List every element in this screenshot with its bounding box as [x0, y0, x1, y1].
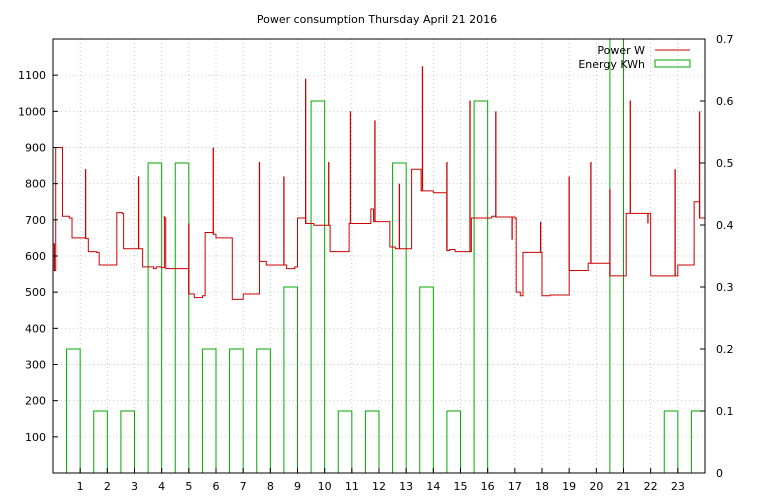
- energy-bar: [690, 410, 706, 474]
- x-tick-label: 18: [535, 480, 549, 493]
- y2-tick-label: 0.2: [716, 343, 734, 356]
- energy-bar: [663, 410, 679, 474]
- power-line-path: [53, 147, 705, 300]
- x-tick-label: 14: [426, 480, 440, 493]
- grid: [53, 39, 705, 473]
- energy-bar: [120, 410, 135, 474]
- energy-bar: [66, 348, 81, 474]
- power-line: [53, 66, 705, 300]
- x-tick-label: 16: [481, 480, 495, 493]
- x-tick-label: 5: [185, 480, 192, 493]
- y2-tick-label: 0.4: [716, 219, 734, 232]
- x-tick-label: 22: [644, 480, 658, 493]
- x-tick-label: 10: [318, 480, 332, 493]
- energy-bar: [446, 410, 461, 474]
- y-tick-label: 1000: [18, 105, 46, 118]
- legend-label-energy: Energy KWh: [578, 58, 645, 71]
- y-tick-label: 800: [25, 178, 46, 191]
- x-tick-label: 7: [240, 480, 247, 493]
- energy-bar: [256, 348, 271, 474]
- y-tick-label: 500: [25, 286, 46, 299]
- legend-label-power: Power W: [597, 44, 645, 57]
- energy-bar: [310, 100, 326, 474]
- axis-ticks: 100 200 300 400 500 600 700 800 900 1000 1100 0 0.1 0…: [18, 33, 734, 493]
- y-tick-label: 1100: [18, 69, 46, 82]
- energy-bar: [147, 162, 163, 474]
- x-tick-label: 1: [77, 480, 84, 493]
- y2-tick-label: 0.5: [716, 157, 734, 170]
- x-tick-label: 12: [372, 480, 386, 493]
- x-tick-label: 13: [399, 480, 413, 493]
- y2-tick-label: 0.6: [716, 95, 734, 108]
- y-tick-label: 300: [25, 359, 46, 372]
- y2-tick-label: 0.1: [716, 405, 734, 418]
- y-tick-label: 100: [25, 431, 46, 444]
- legend-swatch-energy: [654, 59, 691, 68]
- energy-bar: [174, 162, 190, 474]
- x-tick-label: 11: [345, 480, 359, 493]
- x-tick-label: 8: [267, 480, 274, 493]
- x-tick-label: 6: [213, 480, 220, 493]
- x-tick-label: 2: [104, 480, 111, 493]
- x-tick-label: 9: [294, 480, 301, 493]
- legend: Power W Energy KWh: [578, 44, 691, 71]
- energy-bar: [473, 100, 489, 474]
- x-tick-label: 21: [617, 480, 631, 493]
- x-tick-label: 19: [562, 480, 576, 493]
- energy-bar: [364, 410, 380, 474]
- x-tick-label: 20: [589, 480, 603, 493]
- x-tick-label: 4: [158, 480, 165, 493]
- y-tick-label: 600: [25, 250, 46, 263]
- energy-bar: [93, 410, 108, 474]
- chart-title: Power consumption Thursday April 21 2016: [257, 13, 497, 26]
- x-tick-label: 23: [671, 480, 685, 493]
- y-tick-label: 400: [25, 322, 46, 335]
- x-tick-label: 3: [131, 480, 138, 493]
- x-tick-label: 15: [454, 480, 468, 493]
- energy-bar: [337, 410, 353, 474]
- y2-tick-label: 0: [716, 467, 723, 480]
- y2-tick-label: 0.7: [716, 33, 734, 46]
- energy-bar: [283, 286, 298, 474]
- y-tick-label: 700: [25, 214, 46, 227]
- y-tick-label: 900: [25, 142, 46, 155]
- x-tick-label: 17: [508, 480, 522, 493]
- energy-bar: [201, 348, 217, 474]
- energy-bar: [419, 286, 434, 474]
- y2-tick-label: 0.3: [716, 281, 734, 294]
- y-tick-label: 200: [25, 395, 46, 408]
- energy-bar: [229, 348, 244, 474]
